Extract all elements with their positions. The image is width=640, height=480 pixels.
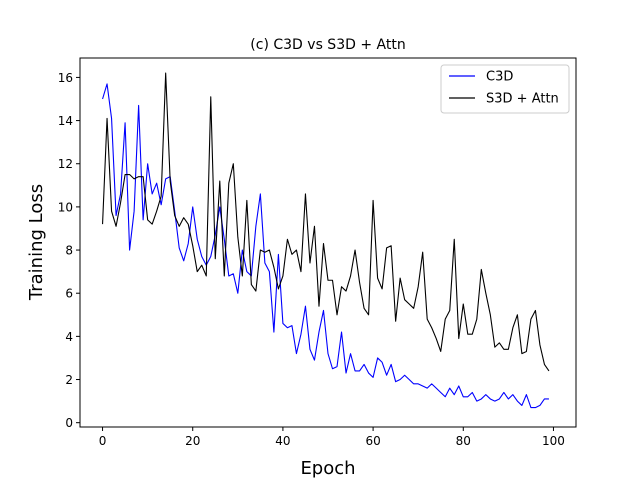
legend-label-s3d-attn: S3D + Attn: [486, 92, 559, 107]
y-tick-label: 0: [65, 416, 73, 430]
x-tick-label: 0: [99, 434, 107, 448]
y-axis-title: Training Loss: [26, 184, 47, 301]
y-axis: 0 2 4 6 8 10 12 14 16: [58, 71, 80, 430]
x-tick-label: 20: [185, 434, 200, 448]
x-tick-label: 40: [275, 434, 290, 448]
legend: C3D S3D + Attn: [440, 64, 570, 114]
legend-label-c3d: C3D: [486, 70, 513, 85]
plot-area: [102, 72, 550, 409]
x-tick-label: 80: [456, 434, 471, 448]
y-tick-label: 12: [58, 157, 73, 171]
y-tick-label: 6: [65, 287, 73, 301]
chart-title: (c) C3D vs S3D + Attn: [250, 37, 405, 53]
y-tick-label: 16: [58, 71, 73, 85]
x-tick-label: 100: [542, 434, 565, 448]
axes-frame: [79, 57, 577, 428]
y-tick-label: 4: [65, 330, 73, 344]
series-line-c3d: [102, 83, 549, 409]
y-tick-label: 8: [65, 244, 73, 258]
y-tick-label: 2: [65, 373, 73, 387]
y-tick-label: 10: [58, 200, 73, 214]
x-tick-label: 60: [365, 434, 380, 448]
series-line-s3d-attn: [102, 72, 550, 372]
legend-box: [440, 64, 570, 114]
y-tick-label: 14: [58, 114, 73, 128]
x-axis: 0 20 40 60 80 100: [99, 427, 565, 448]
x-axis-title: Epoch: [300, 458, 355, 479]
